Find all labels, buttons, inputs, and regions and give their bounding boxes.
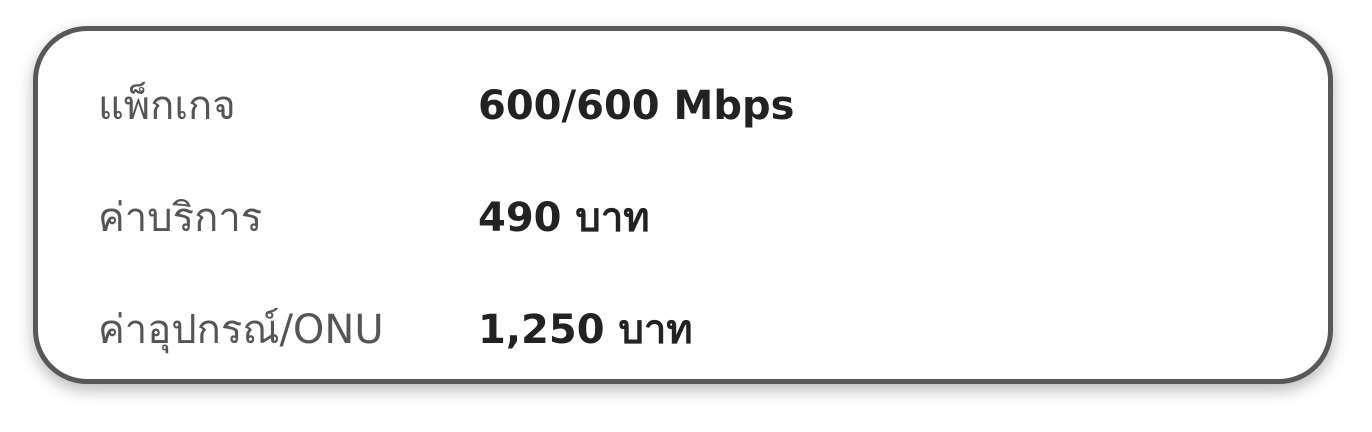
equipment-fee-value: 1,250 บาท <box>478 307 693 353</box>
equipment-fee-label: ค่าอุปกรณ์/ONU <box>98 307 384 353</box>
package-row: แพ็กเกจ 600/600 Mbps <box>38 76 1328 136</box>
package-label: แพ็กเกจ <box>98 83 236 129</box>
package-value: 600/600 Mbps <box>478 83 795 129</box>
service-fee-row: ค่าบริการ 490 บาท <box>38 188 1328 248</box>
equipment-fee-row: ค่าอุปกรณ์/ONU 1,250 บาท <box>38 300 1328 360</box>
service-fee-value: 490 บาท <box>478 195 650 241</box>
package-info-card: แพ็กเกจ 600/600 Mbps ค่าบริการ 490 บาท ค… <box>33 26 1333 384</box>
service-fee-label: ค่าบริการ <box>98 195 263 241</box>
